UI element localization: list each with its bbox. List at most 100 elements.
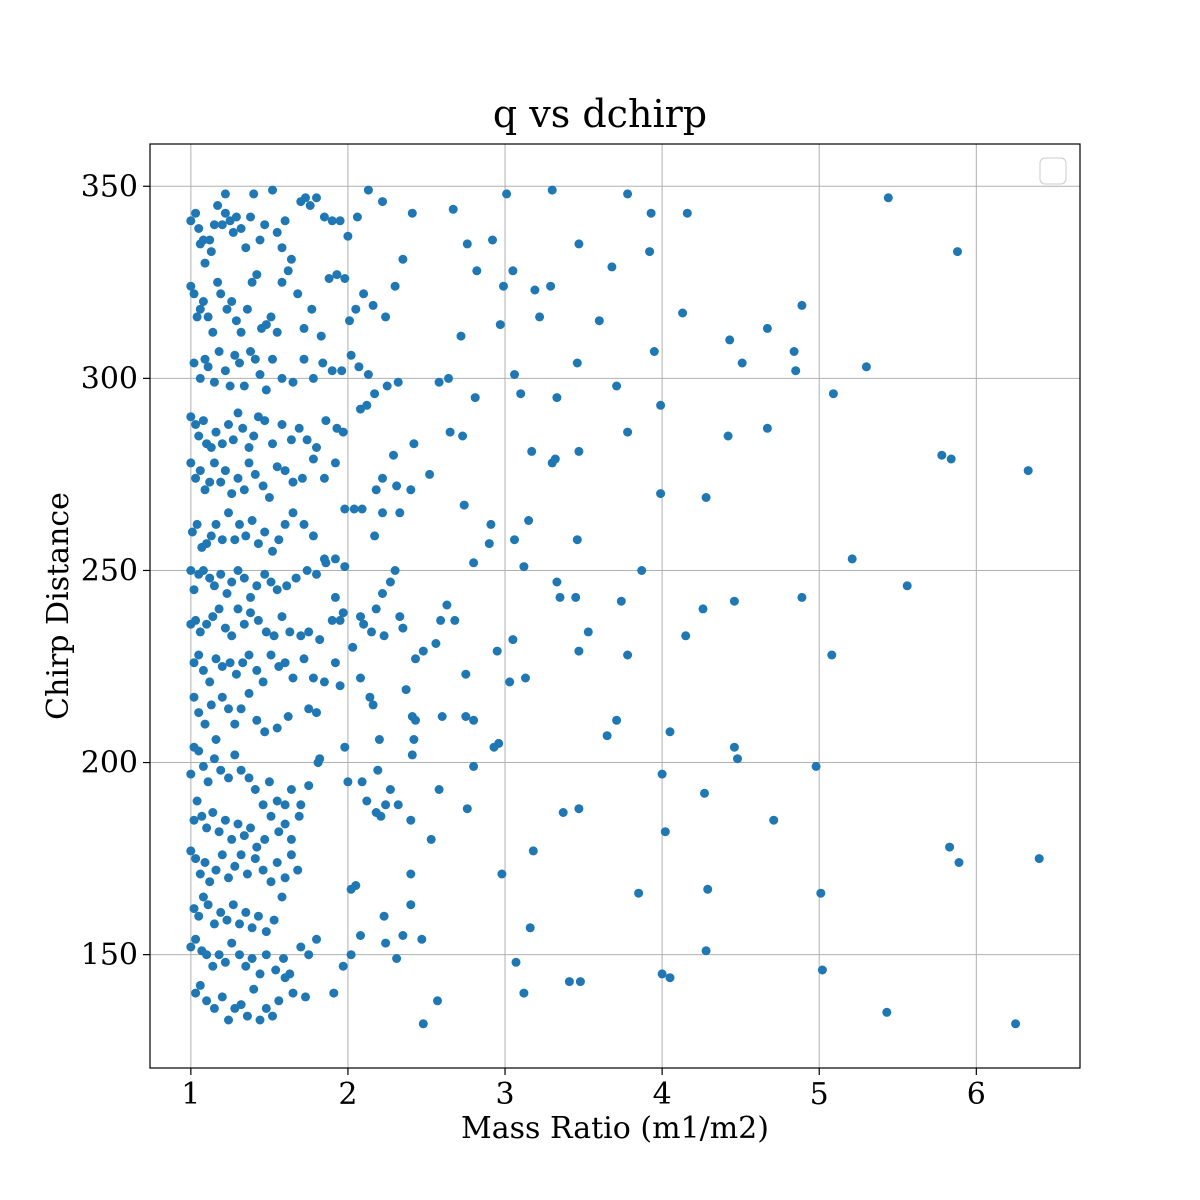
- data-point: [296, 631, 306, 641]
- data-point: [729, 596, 739, 606]
- data-point: [209, 220, 219, 230]
- data-point: [450, 615, 460, 625]
- data-point: [703, 884, 713, 894]
- data-point: [299, 323, 309, 333]
- data-point: [268, 185, 277, 195]
- data-point: [228, 900, 238, 910]
- data-point: [945, 842, 955, 852]
- data-point: [335, 615, 345, 625]
- data-point: [431, 639, 441, 648]
- data-point: [236, 765, 246, 775]
- data-point: [302, 566, 312, 575]
- data-point: [186, 216, 196, 226]
- data-point: [612, 381, 622, 391]
- data-point: [343, 231, 353, 241]
- data-point: [252, 665, 262, 675]
- data-point: [230, 535, 240, 545]
- data-point: [288, 377, 298, 387]
- data-point: [250, 854, 260, 864]
- data-point: [327, 366, 337, 376]
- data-point: [319, 212, 329, 222]
- data-point: [250, 785, 260, 794]
- data-point: [363, 370, 373, 379]
- data-point: [272, 327, 282, 337]
- data-point: [1011, 1019, 1021, 1029]
- data-point: [373, 765, 383, 775]
- data-point: [847, 554, 857, 564]
- data-point: [660, 827, 670, 837]
- data-point: [205, 573, 215, 583]
- data-point: [269, 915, 279, 925]
- data-point: [286, 785, 296, 794]
- data-point: [205, 477, 215, 487]
- data-point: [266, 650, 276, 660]
- data-point: [330, 592, 340, 602]
- data-point: [236, 704, 246, 714]
- data-point: [308, 454, 318, 464]
- data-point: [271, 965, 281, 975]
- data-point: [272, 462, 282, 472]
- data-point: [393, 800, 403, 810]
- data-point: [324, 274, 334, 283]
- data-point: [186, 769, 196, 779]
- data-point: [382, 381, 392, 391]
- data-point: [332, 270, 342, 280]
- data-point: [656, 489, 666, 499]
- data-point: [211, 427, 221, 437]
- data-point: [828, 389, 838, 399]
- data-point: [220, 208, 230, 218]
- data-point: [216, 907, 226, 917]
- data-point: [247, 277, 257, 287]
- data-point: [645, 247, 655, 257]
- data-point: [492, 646, 502, 656]
- y-tick-label: 300: [81, 361, 138, 396]
- data-point: [363, 185, 373, 195]
- data-point: [202, 619, 212, 629]
- data-point: [277, 420, 287, 429]
- data-point: [370, 389, 380, 399]
- data-point: [252, 581, 262, 591]
- data-point: [203, 900, 213, 910]
- data-point: [264, 777, 274, 787]
- data-point: [395, 508, 405, 518]
- data-point: [238, 423, 248, 433]
- data-point: [280, 466, 290, 476]
- data-point: [293, 289, 303, 299]
- data-point: [246, 592, 255, 602]
- data-point: [208, 612, 218, 622]
- data-point: [370, 531, 380, 541]
- data-point: [381, 800, 391, 810]
- data-point: [217, 220, 227, 230]
- data-point: [189, 658, 199, 668]
- data-point: [224, 420, 233, 429]
- data-point: [209, 919, 219, 929]
- data-point: [401, 685, 411, 695]
- data-point: [236, 327, 246, 337]
- data-point: [236, 1000, 246, 1010]
- data-point: [191, 934, 201, 944]
- data-point: [272, 723, 282, 733]
- data-point: [575, 977, 585, 987]
- data-point: [340, 562, 350, 572]
- data-point: [338, 608, 348, 618]
- data-point: [194, 431, 204, 441]
- data-point: [227, 489, 237, 499]
- y-tick-label: 250: [81, 553, 138, 588]
- data-point: [209, 1003, 219, 1013]
- data-point: [205, 677, 215, 687]
- data-point: [499, 281, 508, 291]
- data-point: [208, 327, 218, 337]
- plot-frame: [149, 143, 1081, 1069]
- data-point: [762, 423, 772, 433]
- data-point: [312, 934, 321, 944]
- data-point: [249, 189, 259, 199]
- data-point: [280, 216, 290, 226]
- data-point: [203, 362, 213, 372]
- data-point: [354, 362, 364, 372]
- data-point: [318, 358, 328, 368]
- data-points: [186, 185, 1044, 1029]
- data-point: [351, 304, 361, 314]
- data-point: [368, 300, 378, 310]
- data-point: [236, 850, 246, 860]
- data-point: [340, 504, 350, 514]
